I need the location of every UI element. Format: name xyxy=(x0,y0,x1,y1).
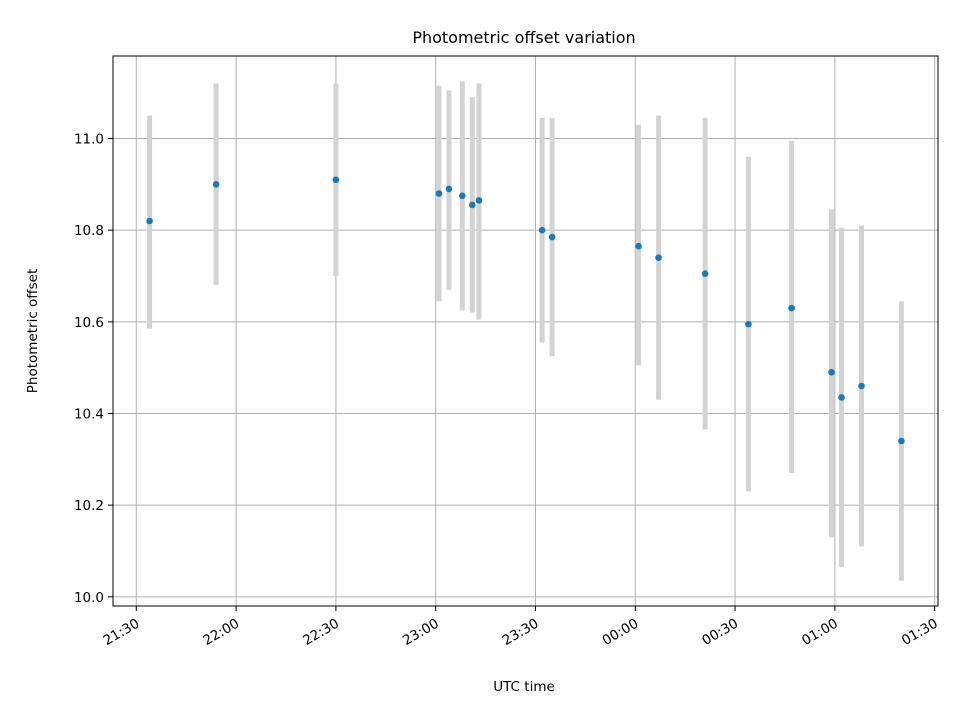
x-axis-label: UTC time xyxy=(493,679,555,695)
data-point xyxy=(538,226,546,234)
plot-frame xyxy=(112,55,939,607)
data-point xyxy=(332,176,340,184)
data-point xyxy=(745,320,752,328)
y-tick-label: 10.4 xyxy=(74,407,104,423)
data-point xyxy=(828,368,835,376)
y-tick-label: 10.6 xyxy=(74,315,104,331)
y-tick-label: 10.2 xyxy=(74,498,104,514)
data-point xyxy=(212,181,220,188)
data-point xyxy=(458,192,466,200)
data-points xyxy=(146,176,905,445)
y-tick-label: 11.0 xyxy=(74,132,104,148)
data-point xyxy=(548,233,556,241)
data-point xyxy=(898,437,905,445)
y-tick-label: 10.8 xyxy=(74,223,104,239)
data-point xyxy=(838,394,845,401)
y-tick-label: 10.0 xyxy=(74,590,104,606)
data-point xyxy=(468,201,476,209)
data-point xyxy=(701,270,709,278)
y-axis-ticks: 10.0 10.2 10.4 10.6 10.8 11.0 xyxy=(74,132,113,606)
data-point xyxy=(655,254,662,261)
y-axis-label: Photometric offset xyxy=(25,269,41,393)
data-point xyxy=(635,242,642,250)
data-point xyxy=(445,185,453,193)
data-point xyxy=(475,197,483,204)
data-point xyxy=(788,304,795,312)
data-point xyxy=(858,382,865,390)
data-point xyxy=(435,190,443,197)
chart-title: Photometric offset variation xyxy=(412,28,635,47)
data-point xyxy=(146,217,153,225)
